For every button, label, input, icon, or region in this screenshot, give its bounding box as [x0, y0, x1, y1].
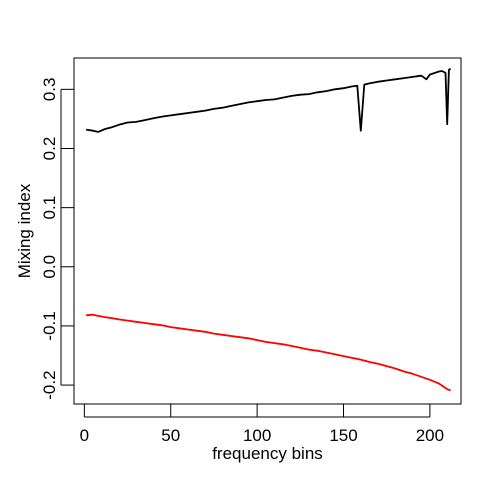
y-tick-label: 0.2	[40, 137, 59, 161]
series-line-1	[85, 67, 452, 133]
y-tick-label: 0.1	[40, 196, 59, 220]
y-tick-label: 0.3	[40, 78, 59, 102]
x-tick-label: 0	[80, 426, 89, 445]
x-tick-label: 50	[161, 426, 180, 445]
y-tick-label: 0.0	[40, 255, 59, 279]
y-tick-label: -0.2	[40, 370, 59, 399]
y-tick-label: -0.1	[40, 311, 59, 340]
plot-frame	[73, 57, 462, 405]
series-line-2	[86, 313, 451, 392]
y-axis-title: Mixing index	[15, 183, 34, 278]
x-axis-title: frequency bins	[212, 444, 323, 463]
x-tick-label: 200	[416, 426, 444, 445]
x-tick-label: 150	[329, 426, 357, 445]
x-tick-label: 100	[243, 426, 271, 445]
